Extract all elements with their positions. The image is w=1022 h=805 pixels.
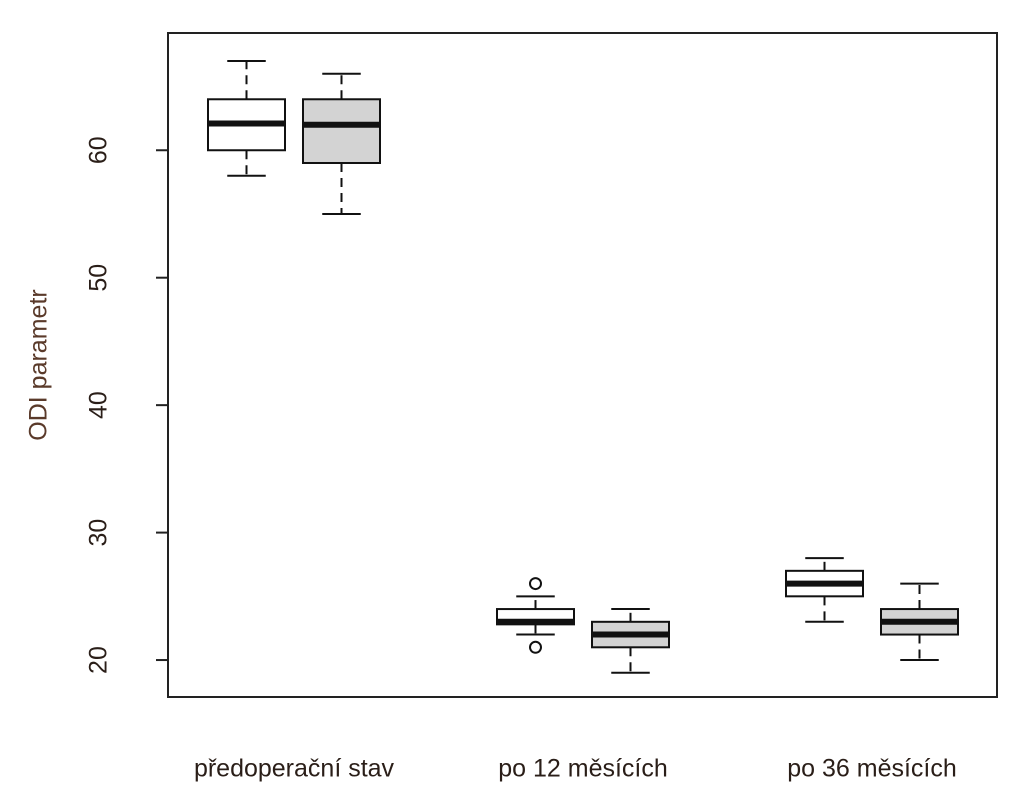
x-tick-label: po 36 měsících (787, 755, 957, 783)
y-tick-label: 50 (85, 264, 113, 292)
x-tick-label: předoperační stav (194, 755, 395, 783)
x-tick-label: po 12 měsících (498, 755, 668, 783)
y-tick-label: 40 (85, 391, 113, 419)
y-tick-label: 20 (85, 646, 113, 674)
y-tick-label: 60 (85, 136, 113, 164)
box (302, 98, 381, 164)
outlier (529, 640, 542, 654)
y-tick-label: 30 (85, 519, 113, 547)
outlier (529, 577, 542, 591)
plot-frame (167, 32, 998, 698)
y-axis-title: ODI parametr (25, 289, 53, 440)
